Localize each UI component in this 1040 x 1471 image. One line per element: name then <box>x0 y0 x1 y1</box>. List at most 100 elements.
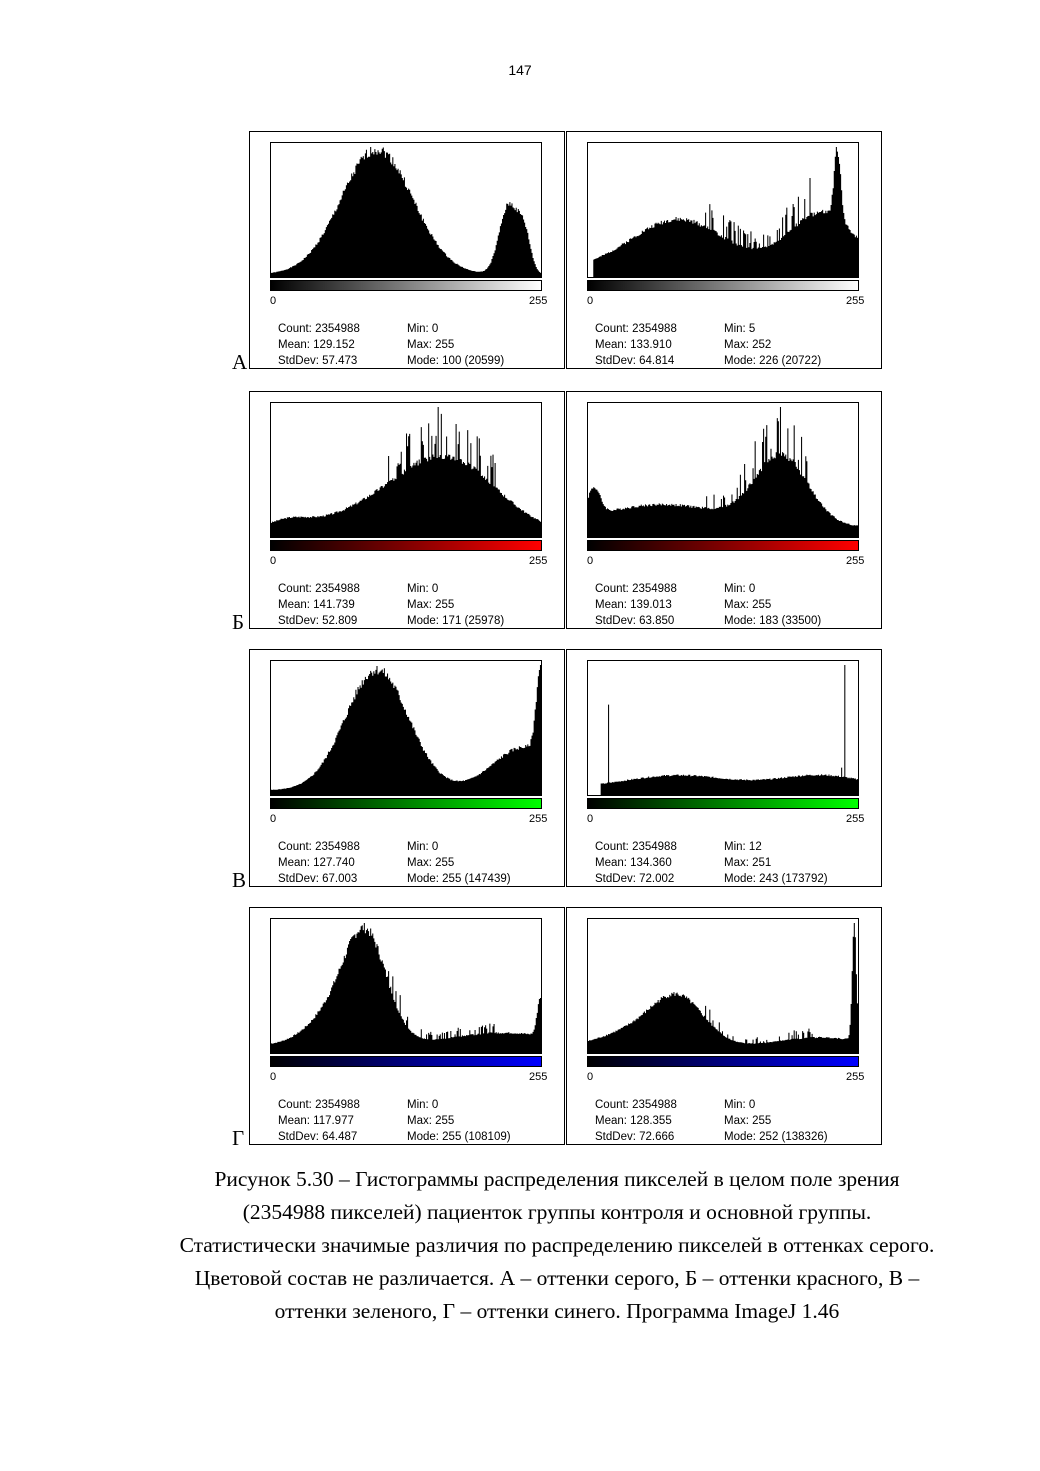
stat-stddev: StdDev: 72.002 <box>595 873 675 885</box>
histogram-bars <box>271 407 541 537</box>
histogram-bars <box>588 665 858 795</box>
tick-min: 0 <box>587 555 594 567</box>
histogram-bars <box>271 923 541 1053</box>
stat-count: Count: 2354988 <box>595 841 677 853</box>
tick-min: 0 <box>270 295 277 307</box>
tick-min: 0 <box>587 813 594 825</box>
row-label: В <box>232 868 247 892</box>
tick-max: 255 <box>529 295 548 307</box>
histogram-row: В 0 255 Count: 2354988 Mean: 127.740 StdDev: … <box>232 649 892 892</box>
histogram-plot <box>587 402 859 538</box>
stat-count: Count: 2354988 <box>595 323 677 335</box>
histogram-panel: 0 255 Count: 2354988 Mean: 134.360 StdDev: 7… <box>566 649 882 887</box>
histogram-row: Б 0 255 Count: 2354988 Mean: 141.739 StdDev: … <box>232 391 892 633</box>
tick-max: 255 <box>529 1071 548 1083</box>
tick-max: 255 <box>529 813 548 825</box>
stat-mean: Mean: 139.013 <box>595 599 672 611</box>
stat-mode: Mode: 171 (25978) <box>407 615 505 627</box>
histogram-plot <box>270 142 542 278</box>
stat-count: Count: 2354988 <box>595 583 677 595</box>
caption-line: оттенки зеленого, Г – оттенки синего. Пр… <box>274 1299 840 1323</box>
row-label: А <box>232 350 248 374</box>
stat-max: Max: 255 <box>724 599 772 611</box>
stat-stddev: StdDev: 64.487 <box>278 1131 358 1143</box>
stat-count: Count: 2354988 <box>595 1099 677 1111</box>
stat-mean: Mean: 117.977 <box>278 1115 354 1127</box>
tick-min: 0 <box>587 295 594 307</box>
histogram-panel: 0 255 Count: 2354988 Mean: 117.977 StdDev: 6… <box>249 907 565 1145</box>
stat-max: Max: 255 <box>407 599 455 611</box>
stat-min: Min: 12 <box>724 841 762 853</box>
stat-stddev: StdDev: 63.850 <box>595 615 675 627</box>
stat-stddev: StdDev: 67.003 <box>278 873 358 885</box>
histogram-plot <box>587 142 859 278</box>
stat-count: Count: 2354988 <box>278 583 360 595</box>
tick-max: 255 <box>846 295 865 307</box>
tick-min: 0 <box>270 813 277 825</box>
stat-min: Min: 0 <box>407 323 439 335</box>
histogram-plot <box>270 918 542 1054</box>
histogram-plot <box>587 918 859 1054</box>
stat-mode: Mode: 255 (147439) <box>407 873 511 885</box>
caption-line: Цветовой состав не различается. А – отте… <box>194 1266 920 1290</box>
stat-max: Max: 255 <box>407 1115 455 1127</box>
histogram-bars <box>271 665 541 795</box>
histogram-panel: 0 255 Count: 2354988 Mean: 127.740 StdDev: 6… <box>249 649 565 887</box>
stat-count: Count: 2354988 <box>278 323 360 335</box>
tick-max: 255 <box>529 555 548 567</box>
stat-min: Min: 0 <box>407 1099 439 1111</box>
tick-max: 255 <box>846 1071 865 1083</box>
tick-min: 0 <box>587 1071 594 1083</box>
caption-line: Статистически значимые различия по распр… <box>179 1233 935 1257</box>
histogram-panel: 0 255 Count: 2354988 Mean: 141.739 StdDev: 5… <box>249 391 565 629</box>
histogram-bars <box>588 923 858 1053</box>
stat-min: Min: 0 <box>407 583 439 595</box>
page-number: 147 <box>508 62 532 78</box>
tick-min: 0 <box>270 1071 277 1083</box>
histogram-panel: 0 255 Count: 2354988 Mean: 133.910 StdDev: 6… <box>566 131 882 369</box>
histogram-plot <box>270 660 542 796</box>
stat-stddev: StdDev: 52.809 <box>278 615 358 627</box>
lut-bar <box>587 1056 859 1067</box>
caption-line: Рисунок 5.30 – Гистограммы распределения… <box>214 1167 900 1191</box>
row-label: Г <box>232 1126 245 1150</box>
stat-stddev: StdDev: 72.666 <box>595 1131 675 1143</box>
lut-bar <box>587 540 859 551</box>
stat-mode: Mode: 252 (138326) <box>724 1131 828 1143</box>
histogram-bars <box>271 147 541 277</box>
stat-mean: Mean: 141.739 <box>278 599 355 611</box>
tick-max: 255 <box>846 813 865 825</box>
lut-bar <box>587 798 859 809</box>
stat-stddev: StdDev: 57.473 <box>278 355 358 367</box>
stat-min: Min: 5 <box>724 323 756 335</box>
histogram-row: Г 0 255 Count: 2354988 Mean: 117.977 StdDev: … <box>232 907 892 1150</box>
lut-bar <box>270 540 542 551</box>
stat-mode: Mode: 243 (173792) <box>724 873 828 885</box>
stat-mode: Mode: 255 (108109) <box>407 1131 511 1143</box>
stat-max: Max: 252 <box>724 339 772 351</box>
histogram-panel: 0 255 Count: 2354988 Mean: 129.152 StdDev: 5… <box>249 131 565 369</box>
tick-min: 0 <box>270 555 277 567</box>
histogram-row: А 0 255 Count: 2354988 Mean: 129.152 StdDev: … <box>232 131 892 374</box>
stat-count: Count: 2354988 <box>278 1099 360 1111</box>
stat-max: Max: 251 <box>724 857 772 869</box>
stat-mode: Mode: 100 (20599) <box>407 355 505 367</box>
stat-max: Max: 255 <box>407 857 455 869</box>
histogram-plot <box>270 402 542 538</box>
stat-min: Min: 0 <box>724 583 756 595</box>
stat-min: Min: 0 <box>724 1099 756 1111</box>
stat-mean: Mean: 129.152 <box>278 339 355 351</box>
stat-mode: Mode: 183 (33500) <box>724 615 822 627</box>
stat-mean: Mean: 133.910 <box>595 339 672 351</box>
stat-mean: Mean: 134.360 <box>595 857 672 869</box>
stat-mode: Mode: 226 (20722) <box>724 355 822 367</box>
lut-bar <box>270 280 542 291</box>
lut-bar <box>270 798 542 809</box>
tick-max: 255 <box>846 555 865 567</box>
stat-stddev: StdDev: 64.814 <box>595 355 675 367</box>
lut-bar <box>587 280 859 291</box>
stat-mean: Mean: 127.740 <box>278 857 355 869</box>
histogram-plot <box>587 660 859 796</box>
stat-mean: Mean: 128.355 <box>595 1115 672 1127</box>
stat-min: Min: 0 <box>407 841 439 853</box>
